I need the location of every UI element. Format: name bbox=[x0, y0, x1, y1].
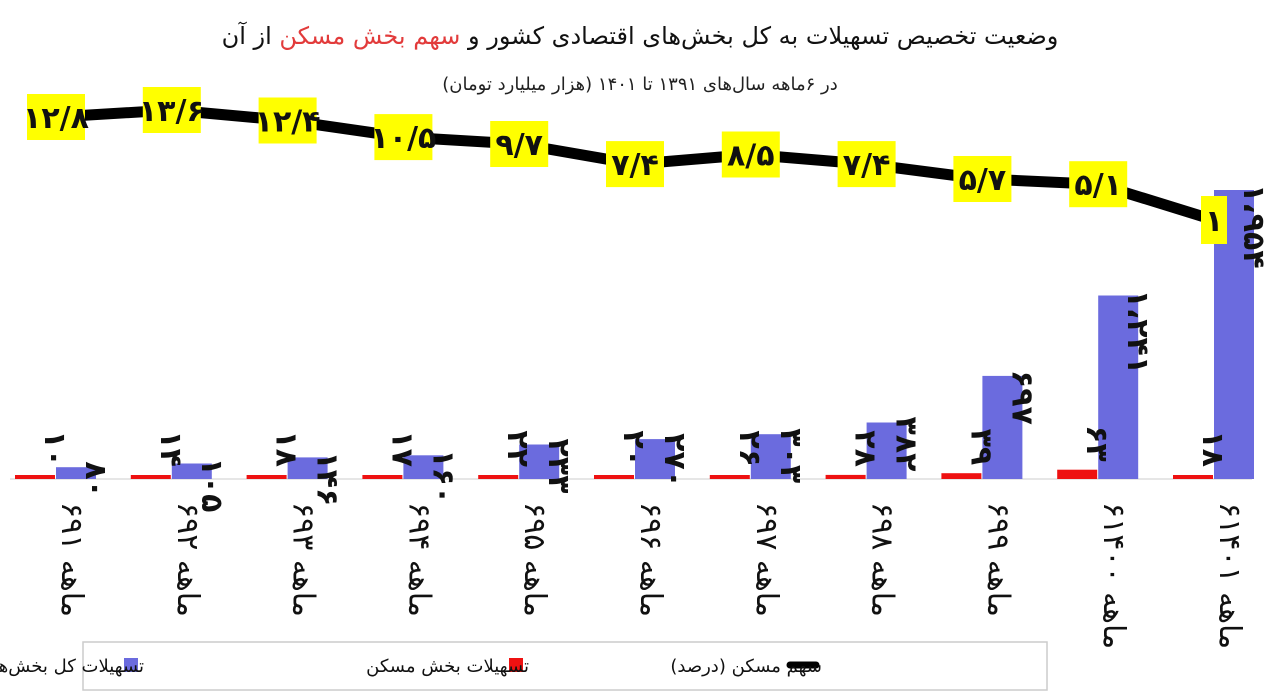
bar-housing-label: ۶۳ bbox=[1079, 425, 1114, 462]
category-label: ۶ماهه ۹۶ bbox=[633, 502, 668, 617]
share-point-box bbox=[837, 141, 896, 188]
bar-housing-label: ۲۸ bbox=[848, 430, 883, 467]
chart-subtitle: در ۶ماهه سال‌های ۱۳۹۱ تا ۱۴۰۱ (هزار میلی… bbox=[442, 74, 837, 95]
bar-total-label: ۳۰۳ bbox=[773, 428, 808, 483]
category-label: ۶ماهه ۹۵ bbox=[517, 502, 552, 617]
bar-total-label: ۱۶۰ bbox=[425, 449, 460, 504]
bar-total bbox=[287, 457, 328, 479]
category-label: ۶ماهه ۱۴۰۰ bbox=[1096, 502, 1131, 649]
bar-total-label: ۶۹۷ bbox=[1004, 370, 1039, 425]
share-point-box bbox=[1069, 161, 1128, 208]
share-point-box bbox=[27, 94, 85, 140]
bar-total-label: ۲۳۳ bbox=[541, 439, 576, 494]
bar-total bbox=[635, 439, 675, 479]
bar-total bbox=[171, 463, 212, 479]
bar-total bbox=[56, 467, 96, 479]
bar-total bbox=[866, 422, 907, 479]
legend-label-total: تسهیلات کل بخش‌های اقتصادی bbox=[0, 656, 144, 677]
category-label: ۶ماهه ۹۹ bbox=[980, 502, 1015, 617]
category-label: ۶ماهه ۹۲ bbox=[170, 502, 205, 617]
share-point-box bbox=[953, 156, 1012, 202]
bar-total-label: ۸۰ bbox=[78, 461, 113, 498]
share-point-box bbox=[258, 97, 317, 144]
bar-total bbox=[403, 455, 444, 479]
bar-housing-label: ۱۴ bbox=[153, 430, 188, 467]
bar-total-label: ۱،۹۵۴ bbox=[1236, 184, 1271, 269]
bar-housing-label: ۳۹ bbox=[963, 429, 998, 466]
share-point-label: ۱۰/۵ bbox=[370, 121, 436, 156]
bar-total bbox=[982, 375, 1023, 479]
legend-box bbox=[82, 641, 1048, 691]
category-label: ۶ماهه ۹۴ bbox=[401, 502, 436, 617]
bar-total-label: ۳۸۲ bbox=[889, 417, 924, 472]
share-point-label: ۵/۷ bbox=[959, 163, 1007, 198]
chart-title: وضعیت تخصیص تسهیلات به کل بخش‌های اقتصاد… bbox=[222, 21, 1059, 50]
bar-total-label: ۱۴۶ bbox=[310, 451, 345, 506]
bar-total-label: ۱۰۵ bbox=[194, 458, 229, 513]
bar-housing bbox=[594, 475, 634, 479]
bar-housing-label: ۱۷ bbox=[384, 430, 419, 467]
chart-title-part-3: از آن bbox=[222, 21, 280, 50]
bar-housing bbox=[15, 475, 55, 479]
bar-housing-label: ۲۶ bbox=[732, 430, 767, 467]
legend-swatch-housing bbox=[509, 658, 523, 672]
category-label: ۶ماهه ۱۴۰۱ bbox=[1212, 502, 1247, 649]
bar-total bbox=[519, 444, 560, 479]
bar-housing bbox=[362, 475, 403, 479]
bar-housing bbox=[941, 473, 982, 479]
category-labels-layer: ۶ماهه ۹۱ ۶ماهه ۹۲ ۶ماهه ۹۳ ۶ماهه ۹۴ ۶ماهه ۹۵… bbox=[54, 502, 1247, 649]
bar-total bbox=[1098, 295, 1139, 479]
category-label: ۶ماهه ۹۸ bbox=[865, 502, 900, 617]
category-label: ۶ماهه ۹۷ bbox=[749, 502, 784, 617]
legend-label-share: سهم مسکن (درصد) bbox=[670, 656, 822, 677]
share-point-label: ۷/۴ bbox=[843, 148, 891, 183]
bar-housing-label: ۲۰ bbox=[616, 430, 651, 467]
share-point-box bbox=[374, 114, 433, 161]
bar-housing-label: ۱۸ bbox=[1195, 430, 1230, 467]
bar-housing-label: ۲۲ bbox=[500, 430, 535, 467]
share-point-label: ۸/۵ bbox=[727, 139, 775, 174]
share-point-label: ۱۲/۸ bbox=[23, 101, 89, 136]
share-point-box bbox=[490, 121, 549, 167]
bar-total-label: ۱،۲۴۱ bbox=[1120, 290, 1155, 375]
bars-layer bbox=[15, 190, 1254, 479]
bar-total bbox=[750, 434, 791, 479]
share-point-label: ۱۲/۴ bbox=[255, 105, 321, 140]
bar-total-label: ۲۷۰ bbox=[657, 433, 692, 488]
legend: تسهیلات کل بخش‌های اقتصادی تسهیلات بخش م… bbox=[0, 641, 1048, 691]
legend-swatch-total bbox=[124, 658, 138, 672]
share-point-box bbox=[1201, 196, 1227, 244]
bar-housing bbox=[478, 475, 519, 479]
legend-label-housing: تسهیلات بخش مسکن bbox=[366, 656, 529, 677]
share-point-label: ۵/۱ bbox=[1074, 168, 1122, 203]
chart-title-highlight: سهم بخش مسکن bbox=[279, 22, 460, 50]
share-point-box bbox=[606, 141, 664, 188]
share-point-box bbox=[721, 131, 780, 178]
share-point-label: ۱۳/۶ bbox=[139, 94, 205, 129]
category-label: ۶ماهه ۹۱ bbox=[54, 502, 89, 617]
share-point-box bbox=[142, 87, 201, 133]
bar-housing bbox=[130, 475, 171, 479]
category-label: ۶ماهه ۹۳ bbox=[286, 502, 321, 617]
bar-housing bbox=[1173, 475, 1213, 479]
bar-housing bbox=[1057, 469, 1098, 479]
share-point-label: ۱ bbox=[1205, 204, 1223, 239]
bar-housing bbox=[709, 475, 750, 479]
bar-housing-label: ۱۰ bbox=[37, 430, 72, 467]
bar-housing bbox=[246, 475, 287, 479]
bar-housing-label: ۱۸ bbox=[269, 430, 304, 467]
chart-title-part-1: وضعیت تخصیص تسهیلات به کل بخش‌های اقتصاد… bbox=[460, 22, 1058, 50]
bar-housing bbox=[825, 474, 866, 479]
share-point-label: ۹/۷ bbox=[495, 128, 543, 163]
share-point-label: ۷/۴ bbox=[611, 148, 659, 183]
share-line-layer: ۱۲/۸ ۱۳/۶ ۱۲/۴ ۱۰/۵ ۹/۷ ۷/۴ ۸/۵ ۷/۴ ۵/۷ ۵/۱ ۱ bbox=[23, 87, 1227, 244]
